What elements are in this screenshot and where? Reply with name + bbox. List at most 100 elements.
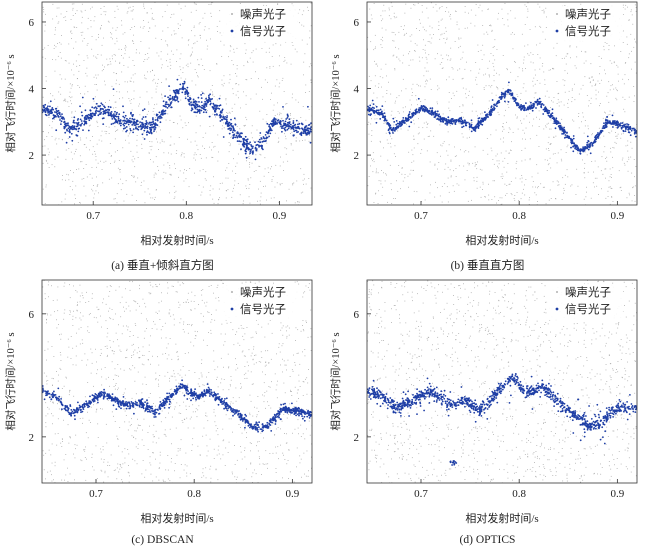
noise-point [68,148,70,149]
noise-point [591,77,593,78]
noise-point [247,62,249,63]
signal-point [234,136,237,139]
noise-point [486,31,488,33]
noise-point [505,109,506,111]
noise-point [96,105,98,107]
signal-point [561,133,563,135]
noise-point [534,83,536,85]
signal-point [446,124,448,126]
noise-point [477,161,478,163]
noise-point [86,176,88,178]
noise-point [537,201,538,202]
signal-point [232,136,235,139]
noise-point [443,141,445,143]
signal-point [526,107,529,110]
signal-point [261,147,263,150]
noise-point [617,90,618,92]
noise-point [223,122,225,124]
signal-point [378,112,380,115]
noise-point [427,17,429,19]
noise-point [157,78,159,80]
noise-point [178,75,180,76]
signal-point [307,129,310,132]
noise-point [133,34,134,36]
signal-point [437,115,440,118]
noise-point [180,53,182,55]
noise-point [558,101,560,103]
noise-point [94,84,96,85]
signal-point [46,107,49,110]
noise-point [382,36,383,38]
noise-point [482,189,483,190]
noise-point [470,122,472,124]
noise-point [84,85,86,87]
signal-point [512,97,515,100]
noise-point [438,162,440,163]
noise-point [631,147,633,149]
noise-point [400,128,402,130]
noise-point [55,46,57,48]
noise-point [450,47,452,49]
signal-point [606,121,609,124]
signal-point [309,141,312,144]
signal-point [587,140,590,143]
noise-point [116,40,118,42]
noise-point [385,173,387,175]
noise-point [79,137,81,139]
noise-point [625,145,627,147]
noise-point [581,121,582,123]
signal-point [490,109,493,112]
noise-point [190,141,192,143]
signal-point [586,143,588,146]
noise-point [179,284,181,286]
noise-point [433,135,435,137]
signal-point [107,112,110,115]
noise-point [388,9,390,11]
signal-point [587,148,590,151]
noise-point [143,7,145,9]
signal-point [181,82,184,85]
noise-point [381,195,383,196]
signal-point [400,123,403,125]
noise-point [460,149,461,151]
noise-point [590,103,592,104]
signal-point [209,93,212,96]
noise-point [561,131,563,133]
noise-point [161,94,163,96]
signal-point [536,98,539,101]
signal-point [425,106,427,109]
noise-point [172,314,174,316]
signal-point [194,107,197,110]
noise-point [398,58,400,60]
noise-point [623,108,625,110]
noise-point [529,29,531,30]
noise-point [415,95,417,97]
noise-point [567,53,569,55]
noise-point [518,67,520,69]
noise-point [474,146,476,148]
noise-point [127,135,129,137]
noise-point [91,6,93,8]
noise-point [53,48,55,49]
signal-point [60,117,63,120]
noise-point [210,89,212,91]
noise-point [545,7,547,9]
noise-point [255,154,257,156]
noise-point [539,42,541,44]
noise-point [53,378,54,380]
noise-point [558,105,560,107]
noise-point [204,12,206,14]
signal-point [91,106,94,109]
noise-point [291,3,293,5]
noise-point [308,91,310,92]
noise-point [63,17,65,18]
noise-point [111,55,113,57]
noise-point [243,91,244,93]
noise-point [211,85,213,86]
noise-point [193,43,195,45]
noise-point [630,33,632,35]
noise-point [609,168,611,170]
signal-point [307,105,309,108]
signal-point [276,122,278,125]
